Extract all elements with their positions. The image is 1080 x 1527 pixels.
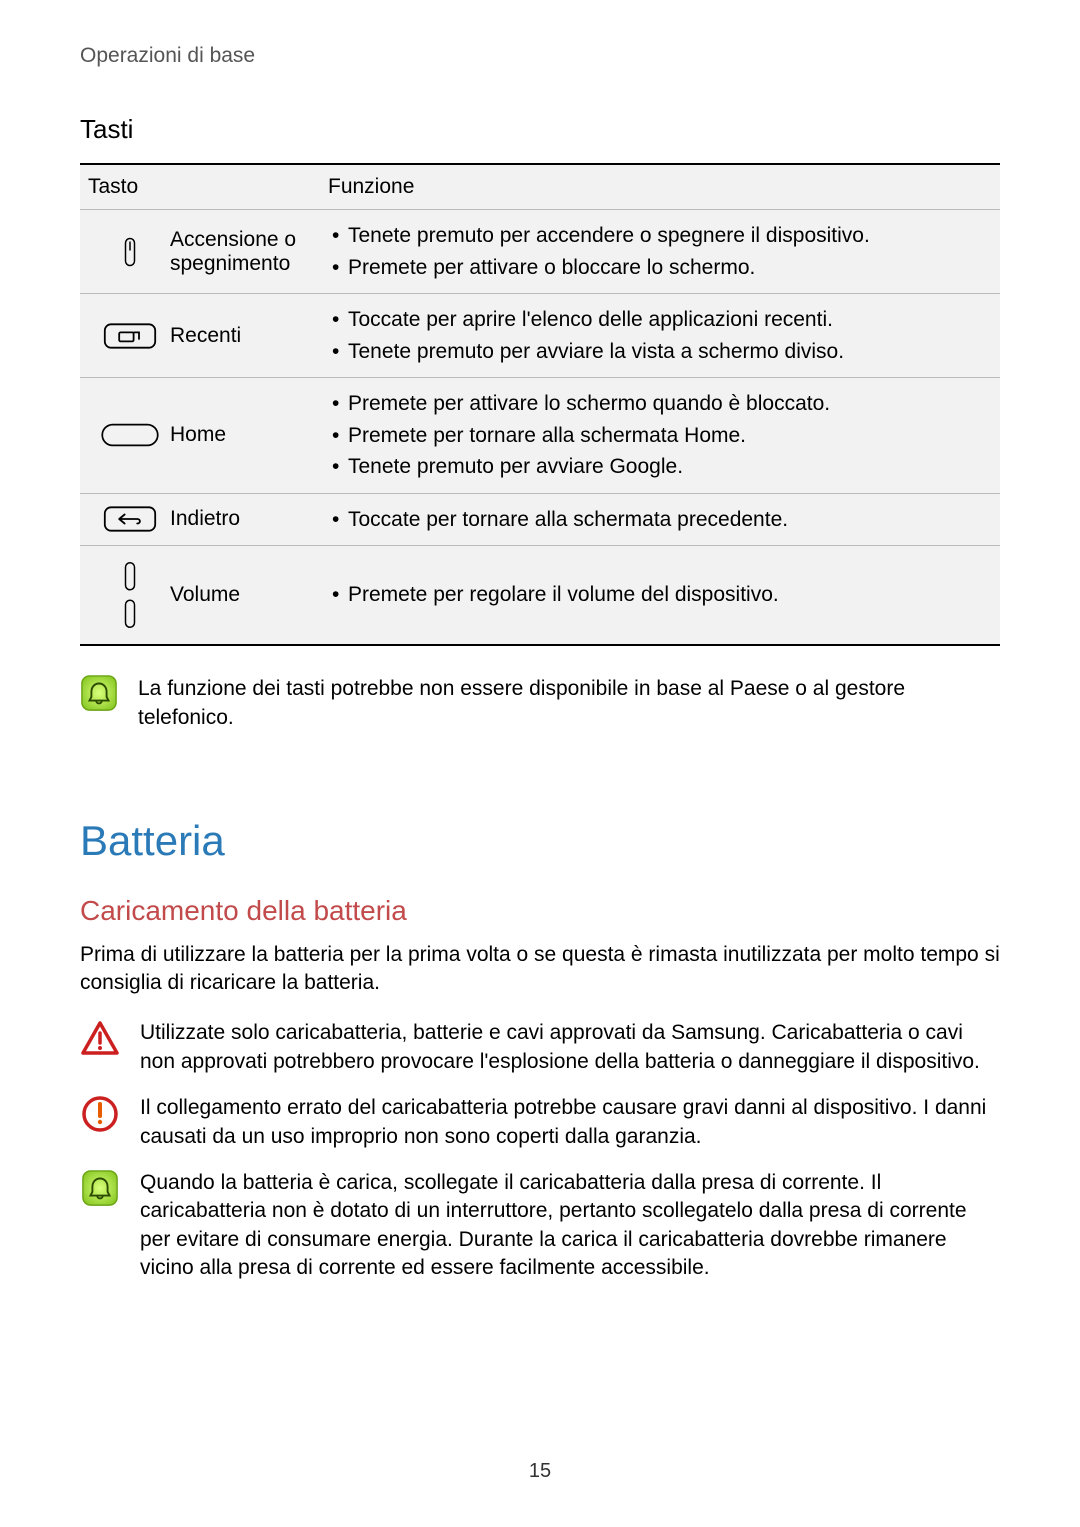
func-item: Premete per regolare il volume del dispo…: [326, 579, 988, 611]
col-header-funzione: Funzione: [320, 164, 1000, 210]
info-bell-icon: [80, 674, 118, 712]
func-item: Tenete premuto per avviare la vista a sc…: [326, 336, 988, 368]
key-label: Indietro: [170, 493, 320, 546]
callout-warning: Utilizzate solo caricabatteria, batterie…: [80, 1019, 1000, 1076]
func-item: Premete per attivare o bloccare lo scher…: [326, 252, 988, 284]
page-number: 15: [0, 1460, 1080, 1483]
back-key-icon: [80, 493, 170, 546]
info-bell-icon: [80, 1169, 120, 1207]
warning-triangle-icon: [80, 1019, 120, 1059]
func-item: Tenete premuto per accendere o spegnere …: [326, 220, 988, 252]
key-funcs: Tenete premuto per accendere o spegnere …: [320, 210, 1000, 294]
table-row: Home Premete per attivare lo schermo qua…: [80, 378, 1000, 494]
breadcrumb: Operazioni di base: [80, 44, 1000, 68]
key-funcs: Toccate per aprire l'elenco delle applic…: [320, 294, 1000, 378]
func-item: Toccate per tornare alla schermata prece…: [326, 504, 988, 536]
callout-text: Utilizzate solo caricabatteria, batterie…: [140, 1019, 1000, 1076]
key-label: Volume: [170, 546, 320, 646]
key-funcs: Premete per attivare lo schermo quando è…: [320, 378, 1000, 494]
func-item: Premete per tornare alla schermata Home.: [326, 420, 988, 452]
table-header-row: Tasto Funzione: [80, 164, 1000, 210]
callout-caution: Il collegamento errato del caricabatteri…: [80, 1094, 1000, 1151]
callout-text: Il collegamento errato del caricabatteri…: [140, 1094, 1000, 1151]
table-row: Recenti Toccate per aprire l'elenco dell…: [80, 294, 1000, 378]
recents-key-icon: [80, 294, 170, 378]
callout-text: Quando la batteria è carica, scollegate …: [140, 1169, 1000, 1282]
key-label: Accensione o spegnimento: [170, 210, 320, 294]
power-key-icon: [80, 210, 170, 294]
func-item: Premete per attivare lo schermo quando è…: [326, 388, 988, 420]
table-row: Indietro Toccate per tornare alla scherm…: [80, 493, 1000, 546]
callout-info: Quando la batteria è carica, scollegate …: [80, 1169, 1000, 1282]
key-funcs: Toccate per tornare alla schermata prece…: [320, 493, 1000, 546]
charging-heading: Caricamento della batteria: [80, 895, 1000, 927]
charging-para: Prima di utilizzare la batteria per la p…: [80, 941, 1000, 998]
keys-heading: Tasti: [80, 114, 1000, 145]
key-funcs: Premete per regolare il volume del dispo…: [320, 546, 1000, 646]
keys-table: Tasto Funzione Accensione o spegnimento …: [80, 163, 1000, 646]
note-text: La funzione dei tasti potrebbe non esser…: [138, 674, 1000, 733]
func-item: Tenete premuto per avviare Google.: [326, 451, 988, 483]
table-row: Volume Premete per regolare il volume de…: [80, 546, 1000, 646]
func-item: Toccate per aprire l'elenco delle applic…: [326, 304, 988, 336]
volume-key-icon: [80, 546, 170, 646]
battery-heading: Batteria: [80, 817, 1000, 865]
key-label: Home: [170, 378, 320, 494]
home-key-icon: [80, 378, 170, 494]
caution-circle-icon: [80, 1094, 120, 1134]
col-header-tasto: Tasto: [80, 164, 320, 210]
table-row: Accensione o spegnimento Tenete premuto …: [80, 210, 1000, 294]
note-row: La funzione dei tasti potrebbe non esser…: [80, 674, 1000, 733]
key-label: Recenti: [170, 294, 320, 378]
